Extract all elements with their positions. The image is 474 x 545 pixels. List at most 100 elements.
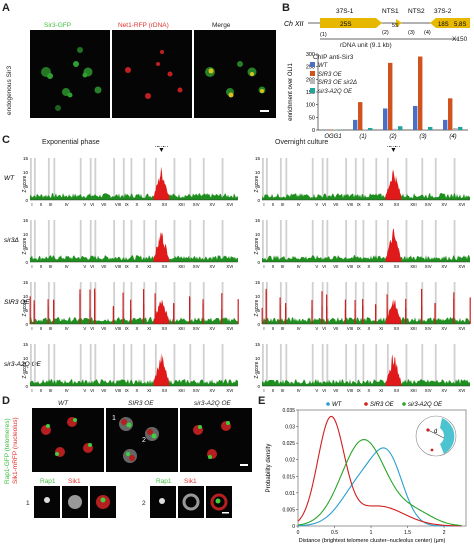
chrom-separator: [345, 220, 348, 262]
chrom-label: VII: [333, 326, 338, 331]
chrom-separator: [122, 282, 125, 324]
chrom-label: XIII: [178, 202, 184, 207]
chrom-label: V: [315, 388, 318, 393]
chrom-label: XII: [162, 202, 167, 207]
chrom-separator: [30, 158, 32, 200]
chrom-label: XIII: [178, 388, 184, 393]
chrom-label: VI: [90, 326, 94, 331]
chrom-separator: [311, 158, 314, 200]
chrom-label: X: [135, 264, 138, 269]
chip-legend-swatch: [310, 79, 315, 84]
chrom-separator: [143, 344, 146, 386]
chrom-label: I: [31, 202, 32, 207]
chrom-separator: [122, 220, 125, 262]
zscore-background: [262, 379, 470, 386]
chrom-label: XVI: [458, 264, 465, 269]
track-y-tick: 15: [23, 280, 29, 285]
chip-legend-item: SIR3 OE sir2Δ: [310, 79, 357, 88]
chrom-label: V: [83, 388, 86, 393]
density-x-tick-label: 1: [370, 530, 373, 536]
chip-category-label: (3): [419, 134, 426, 140]
rdna-unit-diagram: Ch XII 37S-1 25S NTS1 5S NTS2 37S-2 18S …: [284, 8, 470, 40]
chip-bar: [443, 119, 448, 130]
chrom-label: XV: [209, 326, 215, 331]
chrom-separator: [285, 344, 288, 386]
chrom-label: XV: [441, 264, 447, 269]
rdna-peak: [385, 228, 402, 262]
telomere-spike: [89, 309, 91, 324]
gene-5s-arrow: [396, 19, 402, 27]
chrom-label: XIII: [178, 326, 184, 331]
chrom-separator: [285, 282, 288, 324]
chrom-label: IX: [357, 202, 361, 207]
gene-5s: 5S: [392, 23, 399, 29]
track-y-tick: 15: [255, 218, 261, 223]
panel-d-wt-cells: [41, 417, 93, 457]
cell-mark-2: 2: [142, 437, 146, 444]
chrom-label: XVI: [226, 202, 233, 207]
track-y-tick: 10: [23, 356, 29, 361]
chrom-separator: [311, 282, 314, 324]
chip-bar: [453, 127, 458, 130]
track-y-label: Z-score: [254, 237, 260, 254]
inset-2-rap1: Rap1: [156, 478, 172, 485]
density-y-tick-label: 0.01: [285, 491, 295, 497]
telomere-spike: [142, 289, 145, 324]
chrom-separator: [113, 158, 116, 200]
inset-nucleolus: [440, 418, 455, 454]
telomere-spike: [421, 288, 423, 324]
chrom-label: IX: [125, 202, 129, 207]
chip-legend-swatch: [310, 70, 315, 76]
chip-y-tick-label: 150: [306, 90, 315, 96]
track-y-tick: 5: [257, 184, 260, 189]
track-y-tick: 0: [25, 322, 28, 327]
chrom-label: I: [31, 264, 32, 269]
chrom-separator: [362, 158, 365, 200]
chrom-separator: [221, 344, 224, 386]
chrom-label: I: [263, 388, 264, 393]
chip-bar: [448, 98, 453, 130]
chrom-label: IV: [297, 264, 301, 269]
chrom-label: XII: [162, 264, 167, 269]
track-y-label: Z-score: [22, 361, 28, 378]
chrom-label: VI: [322, 326, 326, 331]
chrom-label: XI: [379, 264, 383, 269]
chrom-separator: [345, 344, 348, 386]
chip-legend-title: ChIP anti-Sir3: [313, 54, 354, 61]
rdna-peak: [153, 299, 170, 324]
rdna-label: rDNA: [155, 146, 169, 149]
chrom-label: IV: [297, 326, 301, 331]
chip-y-tick-label: 300: [306, 52, 315, 58]
chrom-separator: [53, 158, 56, 200]
density-y-tick-label: 0.005: [282, 507, 295, 513]
track-y-tick: 0: [257, 198, 260, 203]
density-curve: [297, 447, 462, 527]
telomere-spike: [173, 303, 175, 324]
inset-2-rap1-signal: [159, 498, 165, 504]
density-legend-dot: [326, 402, 330, 406]
chrom-separator: [79, 220, 82, 262]
primer-4: (4): [424, 30, 431, 36]
primer-2: (2): [382, 30, 389, 36]
chrom-separator: [405, 158, 408, 200]
panel-a-col-merge: Merge: [212, 22, 231, 29]
chrom-separator: [345, 158, 348, 200]
chrom-separator: [202, 344, 205, 386]
inset-telomere-dot: [430, 448, 434, 452]
chrom-separator: [143, 220, 146, 262]
chip-category-label: (4): [449, 134, 456, 140]
inset-1-merge-signal: [96, 495, 110, 509]
density-y-tick-label: 0.025: [282, 441, 295, 447]
chrom-separator: [202, 282, 205, 324]
inset-1-merge-image: [90, 486, 116, 518]
chrom-separator: [94, 282, 97, 324]
chrom-label: X: [367, 202, 370, 207]
inset-1-sik1-signal: [68, 495, 82, 509]
panel-c-letter: C: [2, 134, 10, 146]
chrom-label: VII: [101, 264, 106, 269]
chrom-separator: [221, 158, 224, 200]
chrom-label: IX: [125, 388, 129, 393]
chrom-separator: [173, 344, 176, 386]
chrom-label: IV: [297, 202, 301, 207]
track-y-tick: 0: [257, 260, 260, 265]
